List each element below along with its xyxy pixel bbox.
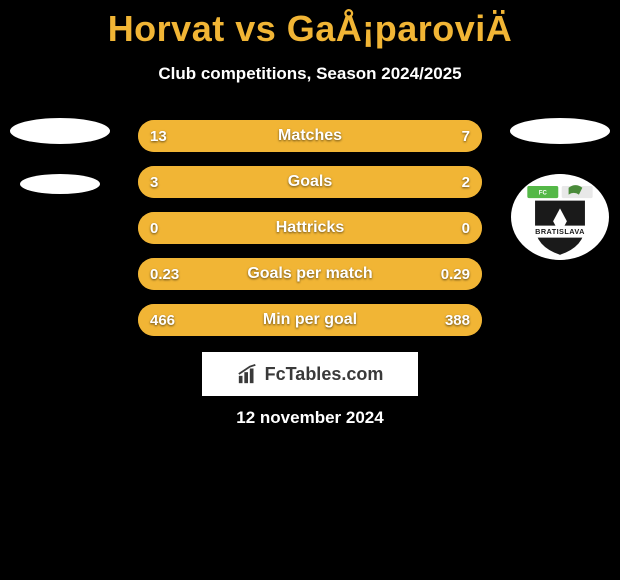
stat-row: 466388Min per goal — [138, 304, 482, 336]
stat-label: Min per goal — [138, 304, 482, 336]
svg-text:FC: FC — [539, 191, 548, 197]
stat-label: Goals per match — [138, 258, 482, 290]
right-team-badges: FC BRATISLAVA — [510, 118, 610, 260]
subtitle: Club competitions, Season 2024/2025 — [0, 64, 620, 84]
left-club-oval — [20, 174, 100, 194]
stat-label: Matches — [138, 120, 482, 152]
stat-label: Hattricks — [138, 212, 482, 244]
right-club-logo: FC BRATISLAVA — [511, 174, 609, 260]
left-team-badges — [10, 118, 110, 194]
stat-label: Goals — [138, 166, 482, 198]
right-player-oval — [510, 118, 610, 144]
brand-text: FcTables.com — [265, 364, 384, 385]
page-title: Horvat vs GaÅ¡paroviÄ — [0, 0, 620, 50]
left-player-oval — [10, 118, 110, 144]
svg-text:BRATISLAVA: BRATISLAVA — [535, 227, 585, 236]
stat-row: 32Goals — [138, 166, 482, 198]
stat-row: 00Hattricks — [138, 212, 482, 244]
stat-row: 137Matches — [138, 120, 482, 152]
stat-row: 0.230.29Goals per match — [138, 258, 482, 290]
date-text: 12 november 2024 — [0, 408, 620, 428]
chart-icon — [237, 363, 259, 385]
club-crest-icon: FC BRATISLAVA — [511, 174, 609, 260]
stats-container: 137Matches 32Goals 00Hattricks 0.230.29Goal… — [138, 120, 482, 336]
brand-box[interactable]: FcTables.com — [202, 352, 418, 396]
